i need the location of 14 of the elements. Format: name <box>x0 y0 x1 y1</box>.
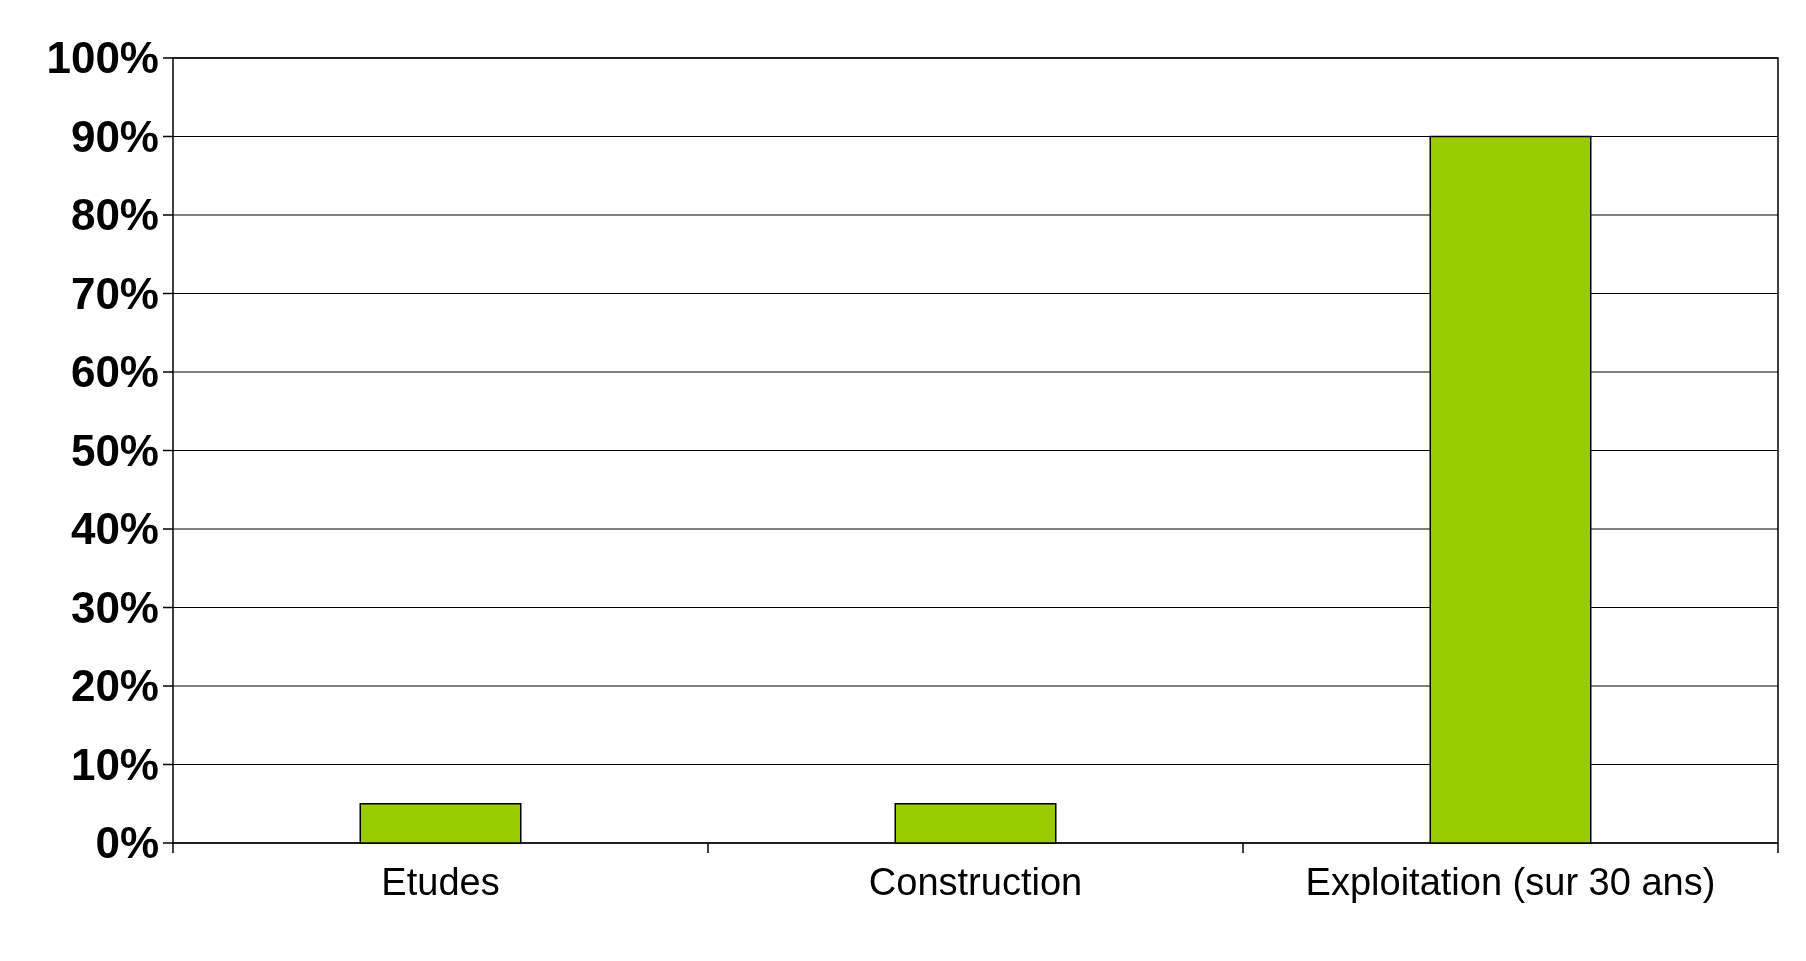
y-tick-label: 0% <box>95 818 159 868</box>
y-tick-label: 50% <box>70 425 159 475</box>
y-tick-label: 70% <box>70 268 159 318</box>
x-tick-label: Construction <box>868 861 1083 903</box>
y-tick-label: 80% <box>70 190 159 240</box>
x-tick-label: Etudes <box>381 861 500 903</box>
y-tick-label: 90% <box>70 111 159 161</box>
y-tick-label: 10% <box>70 739 159 789</box>
y-tick-label: 20% <box>70 661 159 711</box>
x-tick-label: Exploitation (sur 30 ans) <box>1305 861 1716 903</box>
y-tick-label: 30% <box>70 582 159 632</box>
y-tick-label: 100% <box>46 33 159 83</box>
y-tick-label: 60% <box>70 347 159 397</box>
y-tick-label: 40% <box>70 504 159 554</box>
